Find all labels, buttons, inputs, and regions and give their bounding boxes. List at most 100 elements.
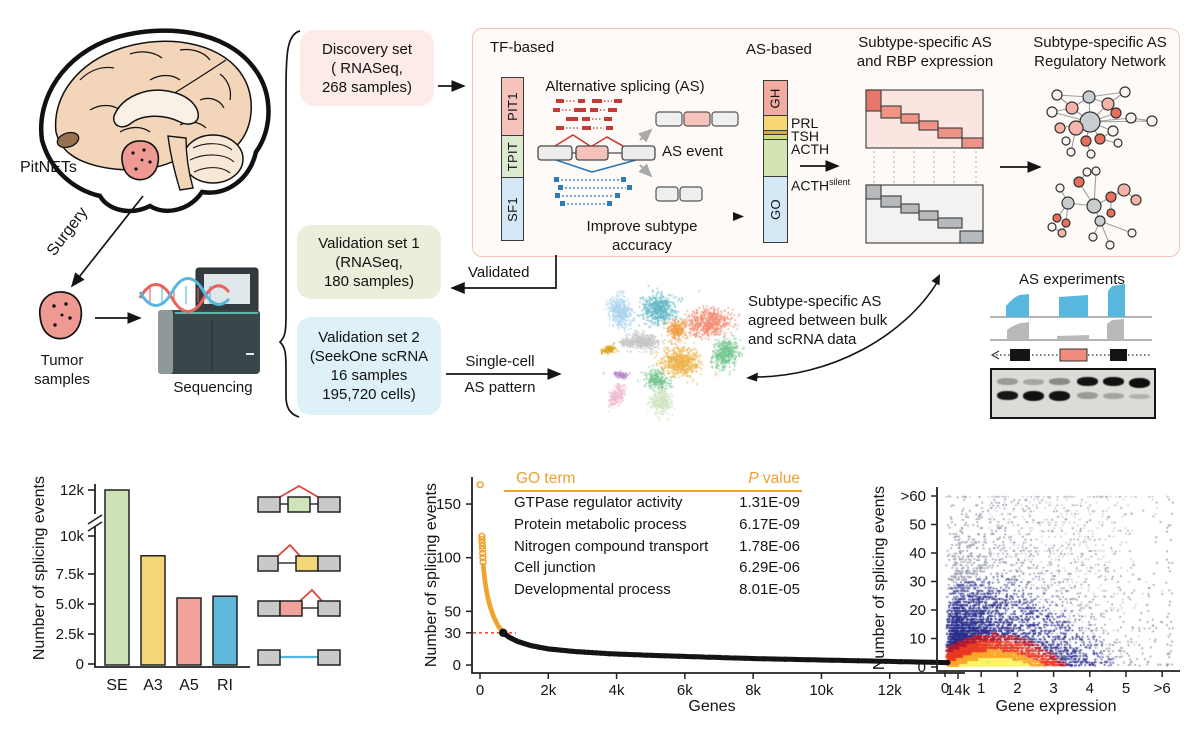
bar-SE (104, 489, 130, 666)
go-table-row: Nitrogen compound transport 1.78E-06 (504, 536, 802, 558)
chart3-ylabel: Number of splicing events (870, 486, 888, 671)
density-x-tick-label: 1 (977, 680, 985, 697)
p-value-cell: 6.29E-06 (739, 559, 800, 577)
tsh-label: TSH (791, 128, 819, 144)
outlier-point (478, 532, 486, 540)
go-table-header: GO term P value (504, 470, 802, 492)
go-term-cell: Protein metabolic process (514, 515, 687, 533)
density-x-tick-label: 5 (1122, 680, 1130, 697)
density-y-tick-label: >60 (901, 488, 926, 505)
pit1-label: PIT1 (505, 92, 520, 121)
curve-x-tick-label: 14k (946, 682, 971, 699)
bar-y-tick-label: 7.5k (56, 566, 85, 583)
bar-y-tick-label: 10k (60, 528, 85, 545)
outlier-point (479, 549, 487, 558)
umap-plot (596, 282, 760, 432)
curve-x-tick-label: 0 (476, 682, 484, 699)
brainstem (167, 135, 194, 191)
go-term-cell: GTPase regulator activity (514, 494, 683, 511)
go-table-row: Cell junction 6.29E-06 (504, 557, 802, 579)
axis-break-icon (87, 514, 103, 532)
go-term-cell: Nitrogen compound transport (514, 537, 709, 555)
bar-A5 (176, 597, 202, 666)
pitnets-label: PitNETs (20, 159, 77, 176)
curve-above-threshold (480, 563, 505, 635)
se-splice-icon (257, 484, 341, 513)
discovery-set-box: Discovery set( RNASeq, 268 samples) (300, 30, 434, 106)
outlier-point (479, 558, 487, 566)
curve-y-tick-label: 50 (444, 603, 461, 620)
outlier-point (478, 535, 486, 544)
validation-set1-box: Validation set 1 (RNASeq, 180 samples) (297, 225, 441, 299)
sf1-label: SF1 (505, 196, 520, 222)
bar-chart: 0 2.5k 5.0k 7.5k 10k 12k SE A3 A5 RI (56, 482, 250, 694)
corpus-callosum (113, 89, 199, 128)
coverage-track-gray (990, 319, 1152, 341)
sequencer-icon (158, 267, 260, 374)
bar-x-tick-label: RI (217, 677, 233, 694)
outlier-point (476, 481, 484, 489)
threshold-point (499, 628, 508, 638)
density-x-tick-label: 4 (1086, 680, 1094, 697)
curve-y-tick-label: 30 (444, 625, 461, 642)
outlier-point (478, 539, 486, 547)
tpit-label: TPIT (505, 141, 520, 172)
go-term-table: GO term P value GTPase regulator activit… (504, 470, 802, 601)
chart2-xlabel: Genes (688, 698, 736, 715)
bar-A3 (140, 555, 166, 666)
sinus-shape (56, 131, 80, 149)
ri-splice-icon (257, 649, 341, 666)
bar-y-tick-label: 5.0k (56, 596, 85, 613)
as-subtype-column: GH GO (763, 80, 788, 243)
outlier-point (478, 542, 487, 550)
bar-RI (212, 595, 238, 666)
validated-label: Validated (468, 264, 530, 281)
bar-y-tick-label: 2.5k (56, 626, 85, 643)
density-x-tick-label: 3 (1049, 680, 1057, 697)
chart3-xlabel: Gene expression (995, 698, 1117, 715)
bar-x-tick-label: A3 (143, 677, 163, 694)
density-y-tick-label: 10 (909, 631, 926, 648)
acth-label: ACTH (791, 141, 830, 157)
surgery-label: Surgery (43, 204, 92, 260)
as-event-label: AS event (662, 143, 723, 160)
gh-label: GH (767, 87, 783, 109)
bar-x-tick-label: A5 (179, 677, 199, 694)
density-y-tick-label: 30 (909, 574, 926, 591)
improve-accuracy-label: Improve subtype accuracy (586, 218, 698, 254)
bar-x-tick-label: SE (106, 677, 127, 694)
tumor-sample-icon (38, 291, 83, 340)
single-cell-label: Single-cell (465, 353, 535, 370)
as-based-label: AS-based (746, 41, 812, 58)
go-term-cell: Cell junction (514, 559, 596, 577)
prl-label: PRL (791, 115, 819, 131)
density-y-tick-label: 50 (909, 517, 926, 534)
p-value-cell: 1.31E-09 (739, 494, 800, 511)
density-scatter-plot (938, 487, 1180, 669)
minigene-model-icon (990, 348, 1150, 362)
a5-splice-icon (257, 588, 341, 617)
outlier-point (478, 545, 487, 553)
gel-image (990, 368, 1156, 419)
density-x-tick-label: 0 (941, 680, 949, 697)
a3-splice-icon (257, 543, 341, 572)
bar-y-tick-label: 0 (76, 656, 84, 673)
network-title: Subtype-specific AS Regulatory Network (1033, 34, 1167, 70)
dna-helix-icon (138, 277, 231, 313)
go-term-header: GO term (516, 470, 576, 487)
validation-set2-box: Validation set 2 (SeekOne scRNA 16 samples… (297, 317, 441, 415)
density-y-tick-label: 40 (909, 545, 926, 562)
go-table-row: Protein metabolic process 6.17E-09 (504, 514, 802, 536)
alt-splicing-label: Alternative splicing (AS) (545, 78, 705, 95)
chart2-ylabel: Number of splicing events (422, 483, 440, 668)
tf-based-label: TF-based (490, 39, 555, 56)
go-table-row: GTPase regulator activity 1.31E-09 (504, 492, 802, 514)
agreement-text: Subtype-specific AS agreed between bulk an… (748, 293, 888, 348)
bar-y-tick-label: 12k (60, 482, 85, 499)
rbp-heatmap-title: Subtype-specific AS and RBP expression (856, 34, 994, 70)
as-pattern-label: AS pattern (464, 379, 536, 396)
p-value-cell: 8.01E-05 (739, 581, 800, 599)
tumor-samples-label: Tumor samples (34, 352, 90, 388)
curve-x-tick-label: 4k (609, 682, 625, 699)
